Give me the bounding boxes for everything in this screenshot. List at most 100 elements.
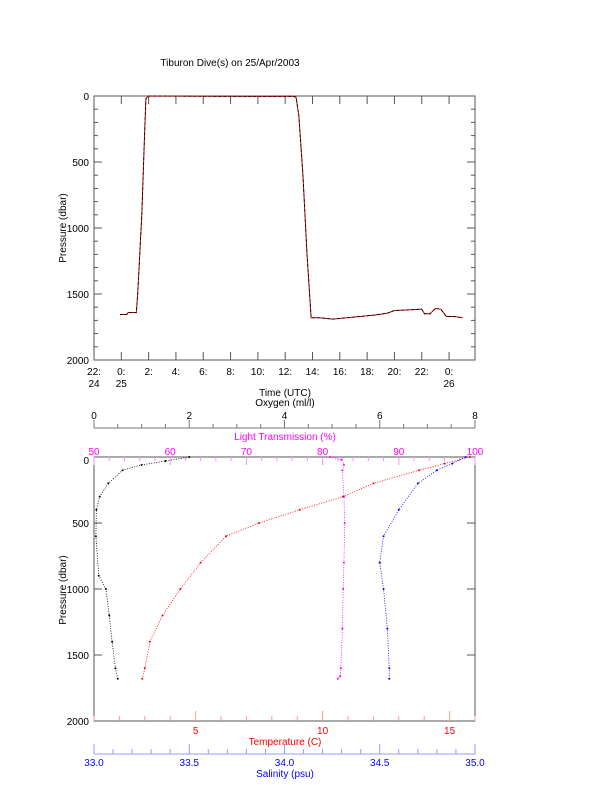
salinity-point	[382, 535, 385, 538]
light-tick-label: 70	[241, 447, 253, 458]
oxygen-point	[111, 640, 114, 643]
light-transmission-point	[340, 458, 343, 461]
temp-tick-label: 10	[317, 726, 329, 737]
x-tick-label: 6:	[199, 367, 207, 378]
salinity-point	[397, 508, 400, 511]
oxygen-tick-label: 8	[472, 411, 478, 422]
salinity-point	[378, 561, 381, 564]
y-tick-label: 2000	[67, 356, 90, 367]
x-axis-label: Time (UTC)	[259, 388, 311, 399]
x-tick-label: 4:	[172, 367, 180, 378]
y-tick-label: 500	[72, 158, 89, 169]
temperature-point	[141, 677, 144, 680]
light-transmission-point	[342, 588, 345, 590]
oxygen-point	[108, 614, 111, 617]
temp-axis-label: Temperature (C)	[249, 737, 322, 748]
light-transmission-point	[342, 463, 345, 466]
y-tick-label: 0	[83, 456, 89, 467]
oxygen-profile	[95, 456, 190, 679]
temperature-point	[468, 456, 471, 458]
y-tick-label: 1500	[67, 651, 90, 662]
temperature-point	[341, 495, 344, 498]
oxygen-point	[94, 535, 97, 538]
x-tick-label: 8:	[226, 367, 234, 378]
temperature-point	[258, 522, 261, 524]
y-tick-label: 500	[72, 519, 89, 530]
light-transmission-point	[339, 667, 342, 670]
temperature-point	[418, 469, 421, 472]
salinity-tick-label: 35.0	[465, 758, 485, 769]
x-tick-label: 14:	[306, 367, 320, 378]
temperature-point	[199, 561, 202, 564]
salinity-point	[388, 677, 391, 680]
salinity-tick-label: 34.5	[370, 758, 390, 769]
temperature-point	[372, 482, 375, 485]
salinity-profile	[379, 456, 466, 679]
x-tick-label-day: 24	[88, 379, 100, 390]
x-tick-label: 16:	[333, 367, 347, 378]
x-tick-label: 2:	[144, 367, 152, 378]
oxygen-point	[121, 469, 124, 472]
y-tick-label: 1000	[67, 224, 90, 235]
temperature-point	[143, 667, 146, 670]
light-transmission-profile	[330, 456, 346, 680]
oxygen-point	[104, 588, 107, 590]
temp-tick-label: 15	[444, 726, 456, 737]
oxygen-point	[95, 508, 98, 511]
salinity-axis-label: Salinity (psu)	[256, 769, 314, 780]
oxygen-axis-label: Oxygen (ml/l)	[255, 398, 314, 409]
plot-frame-top	[93, 95, 476, 361]
temperature-profile	[141, 456, 471, 679]
x-tick-label: 0:	[117, 367, 125, 378]
x-tick-label: 12:	[278, 367, 292, 378]
salinity-tick-label: 33.0	[84, 758, 104, 769]
x-tick-label: 10:	[251, 367, 265, 378]
light-transmission-point	[342, 561, 345, 564]
light-transmission-point	[336, 677, 339, 680]
oxygen-point	[164, 459, 167, 462]
light-tick-label: 60	[165, 447, 177, 458]
light-transmission-point	[343, 522, 346, 524]
temperature-point	[298, 508, 301, 511]
salinity-point	[386, 627, 389, 630]
x-tick-label: 0:	[445, 367, 453, 378]
salinity-point	[451, 462, 454, 465]
light-axis-label: Light Transmission (%)	[234, 432, 336, 443]
oxygen-tick-label: 2	[186, 411, 192, 422]
oxygen-point	[114, 667, 117, 670]
temperature-point	[161, 614, 164, 617]
dive-track-red	[119, 95, 463, 320]
salinity-point	[435, 469, 438, 472]
dive-track	[119, 95, 463, 320]
oxygen-point	[140, 463, 143, 466]
plot-frame-bottom	[93, 456, 476, 722]
y-tick-label: 1000	[67, 585, 90, 596]
x-tick-label: 18:	[360, 367, 374, 378]
temperature-point	[443, 462, 446, 465]
temperature-point	[179, 588, 182, 590]
salinity-point	[464, 456, 467, 458]
light-tick-label: 90	[393, 447, 405, 458]
light-tick-label: 100	[467, 447, 484, 458]
light-transmission-point	[341, 627, 344, 630]
temp-tick-label: 5	[193, 726, 199, 737]
salinity-point	[416, 482, 419, 485]
x-tick-label: 22:	[415, 367, 429, 378]
salinity-tick-label: 34.0	[275, 758, 295, 769]
y-tick-label: 1500	[67, 290, 90, 301]
x-tick-label: 20:	[387, 367, 401, 378]
x-tick-label-day: 26	[443, 379, 455, 390]
x-tick-label: 22:	[87, 367, 101, 378]
salinity-tick-label: 33.5	[180, 758, 200, 769]
y-tick-label: 2000	[67, 717, 90, 728]
oxygen-point	[107, 482, 110, 485]
y-tick-label: 0	[83, 92, 89, 103]
light-transmission-point	[329, 456, 332, 458]
light-transmission-point	[339, 675, 342, 678]
oxygen-point	[188, 456, 191, 458]
temperature-point	[148, 640, 151, 643]
oxygen-point	[116, 677, 119, 680]
oxygen-point	[98, 495, 101, 498]
